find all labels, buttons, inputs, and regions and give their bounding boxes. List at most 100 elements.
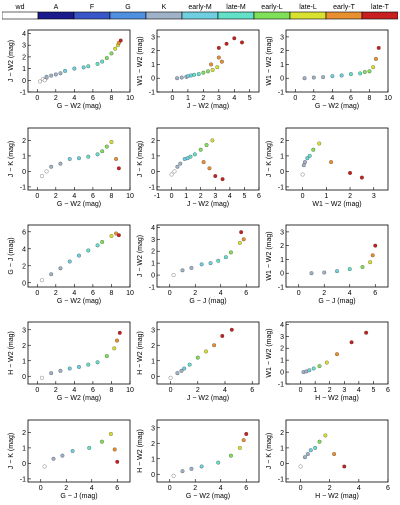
data-point-K [49,371,54,376]
data-point-early-M [72,66,77,71]
y-tick-label: 0 [22,374,26,381]
plot-frame [285,224,389,288]
data-point-late-M [86,248,91,253]
x-tick-label: 4 [357,387,361,394]
x-tick-label: 0 [168,485,172,492]
x-axis-label: G − J (mag) [189,298,226,305]
data-point-early-M [199,262,204,267]
y-tick-label: 1 [151,358,155,365]
x-axis-label: J − W2 (mag) [187,395,229,402]
y-tick-label: 2 [22,343,26,350]
data-point-late-M [358,71,363,76]
data-point-late-M [95,61,100,66]
data-point-late-L [112,346,117,351]
x-tick-label: 2 [328,387,332,394]
data-point-late-L [371,65,376,70]
plot-frame [156,419,260,483]
x-tick-label: 6 [244,290,248,297]
data-point-late-T [213,174,218,178]
x-tick-label: 5 [371,387,375,394]
legend-label-wd: wd [15,4,25,11]
y-tick-label: 3 [22,43,26,50]
data-point-early-L [228,250,233,255]
x-tick-label: 0 [299,387,303,394]
y-tick-label: 2 [22,54,26,61]
x-tick-label: 0 [299,485,303,492]
data-point-K [179,368,184,373]
data-point-early-L [198,147,203,152]
data-point-K [175,76,180,81]
y-tick-label: 2 [22,138,26,145]
data-point-early-M [81,65,86,70]
data-point-early-M [77,365,81,369]
data-point-early-T [209,62,214,67]
data-point-late-L [109,234,114,238]
data-point-K [51,456,56,461]
data-point-late-M [86,362,91,367]
y-tick-label: -1 [20,90,26,97]
data-point-K [302,76,307,81]
data-point-early-M [208,261,213,266]
data-point-early-T [212,343,217,348]
y-tick-label: 2 [280,243,284,250]
y-tick-label: 1 [280,257,284,264]
x-tick-label: 0 [35,193,39,200]
data-point-wd [42,78,47,83]
x-axis-label: H − W2 (mag) [315,493,359,500]
data-point-early-L [100,149,105,154]
y-tick-label: 2 [280,48,284,55]
x-tick-label: 6 [115,485,119,492]
data-point-late-L [237,445,242,450]
x-tick-label: 0 [39,485,43,492]
y-tick-label: 2 [151,138,155,145]
x-tick-label: 2 [328,485,332,492]
x-tick-label: 4 [228,193,232,200]
x-axis-label: G − W2 (mag) [57,395,101,402]
y-tick-label: 2 [22,430,26,437]
x-tick-label: 2 [54,193,58,200]
data-point-K [49,164,54,169]
data-point-late-L [113,46,118,51]
data-point-late-T [349,340,354,345]
y-tick-label: 2 [151,343,155,350]
y-tick-label: 2 [151,48,155,55]
y-tick-label: 4 [151,225,155,232]
y-tick-label: 0 [22,169,26,176]
x-tick-label: 2 [64,485,68,492]
x-tick-label: 1 [184,193,188,200]
data-point-late-T [232,36,237,41]
data-point-early-T [114,157,119,161]
data-point-K [309,271,314,276]
data-point-early-M [67,366,72,371]
data-point-late-T [240,40,244,45]
data-point-K [58,71,63,76]
plot-frame [27,29,131,93]
data-point-K [189,466,194,471]
data-point-wd [168,375,173,380]
legend-label-G: G [125,4,130,11]
x-tick-label: 10 [384,95,392,102]
data-point-early-T [332,452,337,457]
data-point-early-T [201,160,206,165]
data-point-wd [300,172,305,177]
x-tick-label: 0 [168,290,172,297]
x-tick-label: 6 [386,485,390,492]
data-point-K [44,74,49,79]
y-tick-label: 0 [280,271,284,278]
x-tick-label: 6 [91,290,95,297]
x-tick-label: 4 [72,193,76,200]
plot-frame [156,127,260,191]
x-tick-label: 2 [201,95,205,102]
data-point-wd [171,273,176,278]
data-point-early-T [112,447,117,452]
data-point-late-M [313,445,318,450]
data-point-late-M [348,72,353,77]
x-tick-label: 2 [199,193,203,200]
y-tick-label: 4 [22,246,26,253]
data-point-late-M [192,72,197,77]
data-point-wd [42,464,47,469]
x-tick-label: 6 [91,193,95,200]
